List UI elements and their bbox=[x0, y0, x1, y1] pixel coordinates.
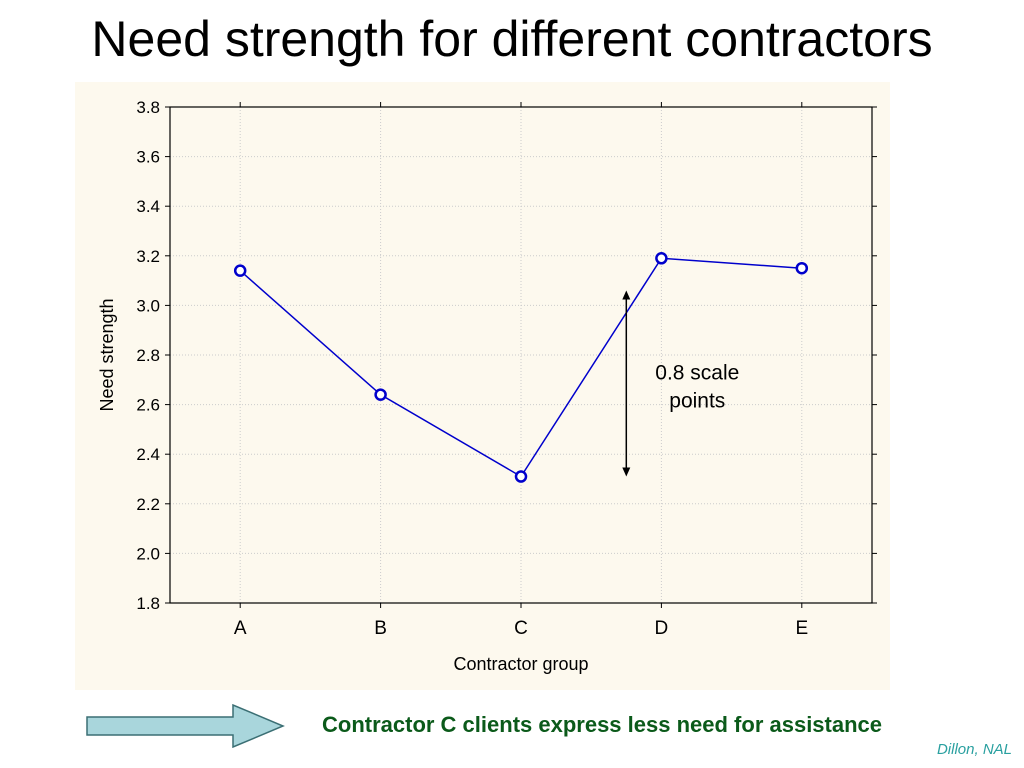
y-tick-label: 3.6 bbox=[136, 148, 160, 167]
annotation-arrowhead-top bbox=[622, 290, 631, 300]
series-need-strength bbox=[233, 252, 809, 483]
y-tick-label: 3.4 bbox=[136, 197, 160, 216]
y-tick-label: 3.8 bbox=[136, 98, 160, 117]
y-tick-label: 2.2 bbox=[136, 495, 160, 514]
y-axis-ticks: 1.8 2.0 2.2 2.4 2.6 2.8 3.0 3.2 3.4 3.6 3.8 bbox=[136, 98, 877, 613]
y-tick-label: 2.4 bbox=[136, 445, 160, 464]
data-point-D bbox=[655, 252, 668, 265]
grid-lines bbox=[170, 107, 872, 603]
y-axis-label: Need strength bbox=[97, 298, 117, 411]
slide-title: Need strength for different contractors bbox=[91, 11, 933, 67]
y-tick-label: 2.8 bbox=[136, 346, 160, 365]
credit-text: Dillon, NAL bbox=[936, 741, 1012, 758]
y-tick-label: 3.0 bbox=[136, 296, 160, 315]
x-tick-label: A bbox=[234, 618, 247, 639]
x-tick-label: D bbox=[655, 618, 669, 639]
annotation-label-line2: points bbox=[669, 390, 725, 413]
y-tick-label: 1.8 bbox=[136, 594, 160, 613]
right-arrow-icon bbox=[86, 704, 285, 748]
y-tick-label: 2.0 bbox=[136, 544, 160, 563]
x-axis-label: Contractor group bbox=[453, 654, 588, 674]
x-axis-ticks: A B C D E bbox=[234, 102, 808, 639]
x-tick-label: B bbox=[374, 618, 387, 639]
conclusion-text: Contractor C clients express less need f… bbox=[322, 712, 883, 737]
range-annotation: 0.8 scale points bbox=[622, 290, 739, 477]
annotation-label-line1: 0.8 scale bbox=[655, 362, 739, 385]
y-tick-label: 2.6 bbox=[136, 396, 160, 415]
x-tick-label: C bbox=[514, 618, 528, 639]
data-point-B bbox=[374, 388, 387, 401]
data-point-C bbox=[514, 470, 528, 483]
data-point-A bbox=[233, 264, 247, 277]
y-tick-label: 3.2 bbox=[136, 247, 160, 266]
x-tick-label: E bbox=[795, 618, 808, 639]
data-point-E bbox=[795, 261, 809, 275]
annotation-arrowhead-bottom bbox=[622, 467, 631, 477]
